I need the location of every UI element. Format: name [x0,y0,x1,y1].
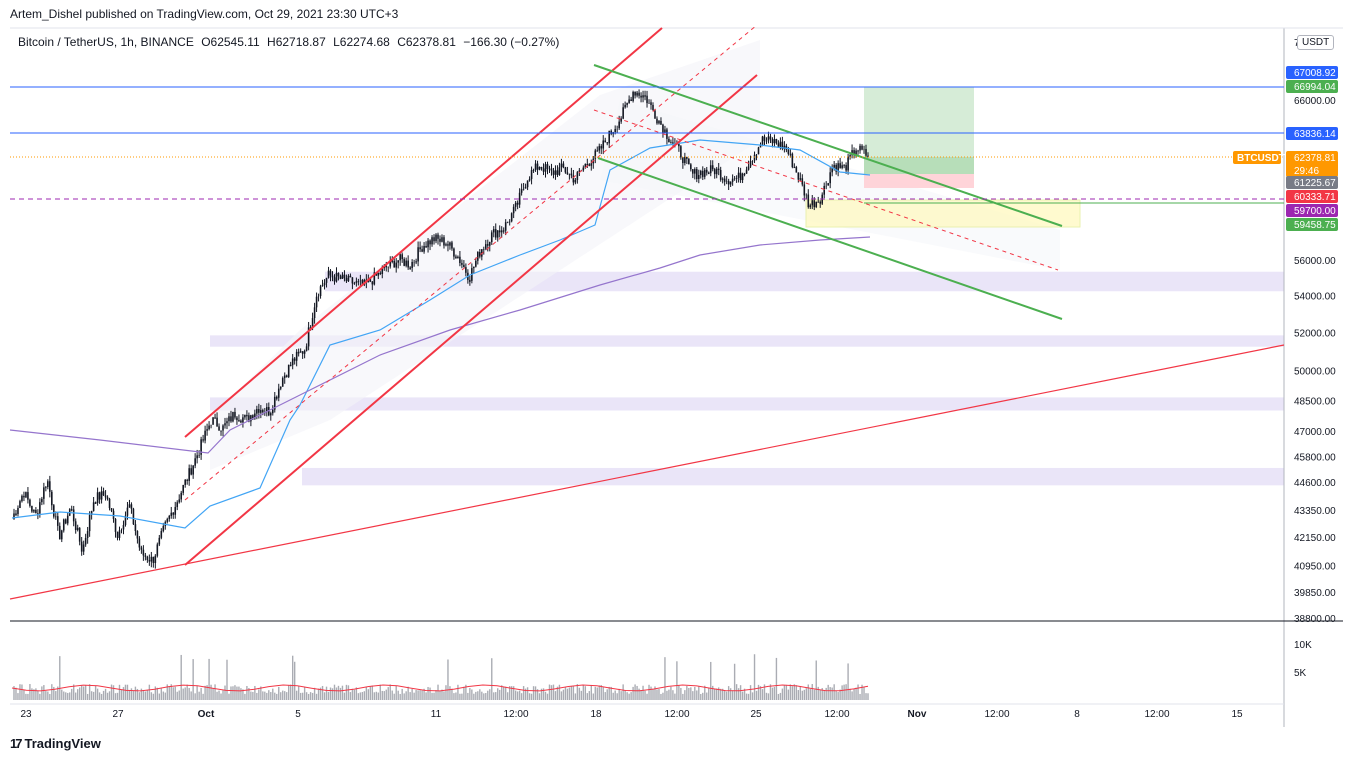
price-tag-value: 67008.92 [1294,68,1336,79]
y-tick-label: 40950.00 [1294,561,1336,572]
channel-upper-line [184,27,663,438]
symbol-legend: Bitcoin / TetherUS, 1h, BINANCE O62545.1… [18,35,559,49]
ma-line [9,236,871,454]
publish-header: Artem_Dishel published on TradingView.co… [10,7,399,21]
price-tag-value: 60333.71 [1294,192,1336,203]
tradingview-logo-icon: 17 [10,736,23,751]
volume-ma-line [11,684,869,692]
currency-button[interactable]: USDT [1297,35,1335,50]
grid-layer [10,27,1343,727]
x-tick-label: 12:00 [1144,709,1169,720]
drawings-layer [9,24,1285,600]
brand-name: TradingView [24,736,101,751]
support-zone-2 [210,335,1284,347]
y-tick-label: 52000.00 [1294,328,1336,339]
price-tag [1286,127,1338,140]
y-tick-label: 42150.00 [1294,533,1336,544]
price-tag-countdown: 29:46 [1294,166,1319,177]
support-zone-1 [325,271,1284,292]
x-tick-label: Oct [198,709,215,720]
x-tick-label: 25 [750,709,762,720]
x-tick-label: 8 [1074,709,1080,720]
price-tag [1286,204,1338,217]
price-tag-value: 66994.04 [1294,82,1336,93]
ohlc-close: C62378.81 [397,35,456,49]
y-tick-label: 48500.00 [1294,396,1336,407]
price-tag [1286,190,1338,203]
price-tag-value: 59700.00 [1294,206,1336,217]
y-tick-label: 44600.00 [1294,478,1336,489]
y-tick-label: 56000.00 [1294,256,1336,267]
ohlc-change: −166.30 (−0.27%) [463,35,560,49]
support-zone-3 [210,397,1284,411]
x-tick-label: 23 [20,709,32,720]
symbol-tag [1233,151,1281,164]
price-tag [1286,151,1338,177]
tradingview-brand[interactable]: 17 TradingView [10,736,101,751]
channel-lower-line [184,74,758,566]
volume-tick-label: 5K [1294,668,1307,679]
x-tick-label: 18 [590,709,602,720]
volume-tick-label: 10K [1294,640,1312,651]
y-tick-label: 45800.00 [1294,452,1336,463]
price-series [9,89,871,569]
ohlc-high: H62718.87 [267,35,326,49]
symbol-name: Bitcoin / TetherUS, 1h, BINANCE [18,35,194,49]
price-tag-value: 61225.67 [1294,178,1336,189]
demand-zone [805,199,1081,228]
x-tick-label: 15 [1231,709,1243,720]
y-tick-label: 50000.00 [1294,367,1336,378]
y-tick-label: 54000.00 [1294,292,1336,303]
volume-bars [11,654,869,700]
down-channel-mid-line [593,109,1059,271]
y-tick-label: 47000.00 [1294,427,1336,438]
price-tag-value: 63836.14 [1294,129,1336,140]
x-tick-label: 27 [112,709,124,720]
support-zone-4 [302,467,1284,486]
price-labels: 67008.92 66994.04 63836.14 62378.81 29:46 BTC… [1233,66,1338,231]
entry-zone [864,157,974,174]
price-tag [1286,176,1338,189]
time-axis[interactable]: 23 27 Oct 5 11 12:00 18 12:00 25 12:00 Nov 12:00 8 12… [20,709,1243,720]
zones-layer [210,40,1284,486]
x-tick-label: Nov [908,709,927,720]
price-tag-value: 62378.81 [1294,153,1336,164]
down-channel-lower-line [597,157,1063,320]
price-tag-value: 59458.75 [1294,220,1336,231]
price-tag [1286,66,1338,79]
price-tag [1286,80,1338,93]
channel-mid-line [184,24,758,501]
y-tick-label: 43350.00 [1294,506,1336,517]
x-tick-label: 5 [295,709,301,720]
y-tick-label: 39850.00 [1294,588,1336,599]
target-zone [864,87,974,157]
y-tick-label: 66000.00 [1294,96,1336,107]
ohlc-low: L62274.68 [333,35,390,49]
symbol-tag-label: BTCUSDT [1237,153,1285,164]
y-tick-label: 38800.00 [1294,614,1336,625]
x-tick-label: 12:00 [503,709,528,720]
price-tag [1286,218,1338,231]
x-tick-label: 12:00 [824,709,849,720]
ohlc-open: O62545.11 [201,35,260,49]
x-tick-label: 12:00 [664,709,689,720]
trendline-long [9,344,1285,600]
stop-zone [864,174,974,188]
vwap-line [11,139,871,529]
x-tick-label: 11 [431,709,442,720]
x-tick-label: 12:00 [984,709,1009,720]
